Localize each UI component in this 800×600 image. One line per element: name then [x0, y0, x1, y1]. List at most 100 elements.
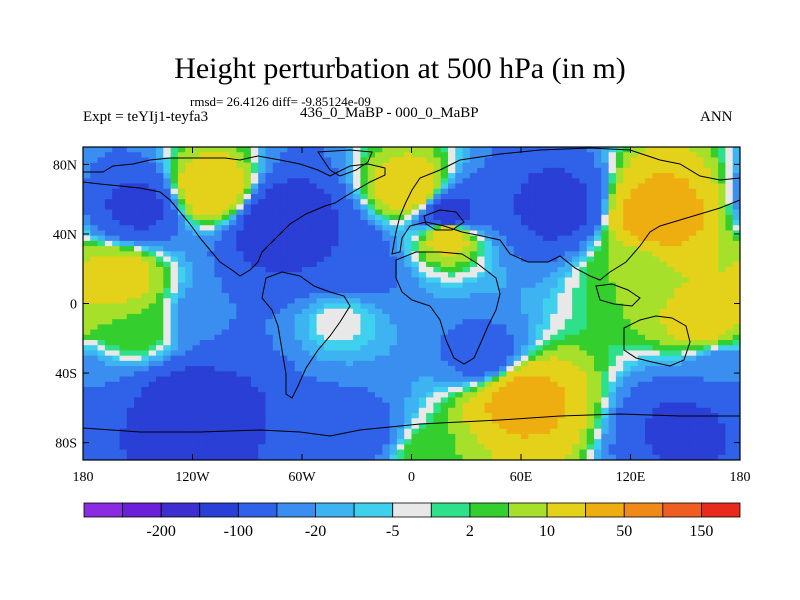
field-cell [703, 298, 712, 305]
field-cell [499, 214, 507, 221]
field-cell [703, 287, 712, 294]
field-cell [426, 261, 434, 268]
field-cell [659, 355, 668, 362]
field-cell [221, 282, 230, 289]
field-cell [236, 350, 245, 357]
field-cell [586, 152, 595, 159]
field-cell [725, 235, 734, 242]
field-cell [112, 251, 121, 258]
field-cell [703, 209, 712, 216]
field-cell [126, 329, 135, 336]
field-cell [382, 407, 391, 414]
field-cell [360, 402, 369, 409]
field-cell [550, 240, 559, 247]
field-cell [229, 334, 237, 341]
field-cell [199, 188, 208, 195]
field-cell [250, 418, 259, 425]
field-cell [703, 235, 712, 242]
field-cell [542, 204, 551, 211]
field-cell [579, 392, 588, 398]
field-cell [396, 397, 405, 404]
field-cell [703, 199, 712, 205]
field-cell [411, 162, 420, 169]
field-cell [214, 386, 223, 393]
field-cell [236, 193, 245, 200]
field-cell [250, 178, 259, 185]
field-cell [572, 157, 580, 164]
field-cell [557, 381, 566, 388]
field-cell [375, 413, 383, 419]
field-cell [674, 277, 683, 284]
field-cell [207, 220, 215, 226]
field-cell [535, 214, 544, 221]
field-cell [623, 350, 632, 357]
field-cell [433, 298, 442, 305]
field-cell [287, 167, 296, 174]
field-cell [411, 350, 420, 357]
field-cell [732, 334, 740, 341]
field-cell [667, 381, 675, 388]
field-cell [645, 152, 653, 159]
field-cell [637, 199, 646, 205]
field-cell [469, 199, 478, 205]
field-cell [294, 340, 303, 346]
field-cell [265, 157, 274, 164]
field-cell [280, 313, 288, 320]
field-cell [309, 345, 318, 352]
field-cell [396, 157, 405, 164]
field-cell [615, 162, 624, 169]
field-cell [177, 293, 186, 299]
field-cell [681, 340, 690, 346]
field-cell [418, 173, 427, 179]
field-cell [170, 214, 179, 221]
field-cell [83, 340, 91, 346]
field-cell [579, 240, 588, 247]
field-cell [528, 392, 537, 398]
field-cell [185, 371, 194, 378]
field-cell [542, 235, 551, 242]
field-cell [725, 428, 734, 435]
field-cell [104, 423, 113, 430]
field-cell [97, 220, 106, 226]
field-cell [243, 230, 252, 237]
field-cell [367, 199, 376, 205]
field-cell [134, 313, 142, 320]
field-cell [688, 162, 697, 169]
field-cell [681, 188, 690, 195]
field-cell [112, 360, 121, 367]
field-cell [199, 193, 208, 200]
field-cell [652, 298, 661, 305]
field-cell [396, 402, 405, 409]
field-cell [396, 334, 405, 341]
field-cell [323, 266, 332, 273]
field-cell [469, 340, 478, 346]
field-cell [156, 204, 164, 211]
field-cell [229, 204, 237, 211]
field-cell [316, 360, 325, 367]
field-cell [331, 261, 340, 268]
field-cell [148, 266, 157, 273]
field-cell [375, 313, 383, 320]
field-cell [185, 188, 194, 195]
field-cell [104, 256, 113, 263]
field-cell [623, 220, 632, 226]
field-cell [491, 209, 500, 216]
field-cell [221, 152, 230, 159]
field-cell [426, 313, 434, 320]
field-cell [659, 240, 668, 247]
field-cell [353, 188, 361, 195]
field-cell [564, 366, 573, 372]
field-cell [623, 381, 632, 388]
field-cell [667, 324, 675, 331]
field-cell [250, 225, 259, 232]
field-cell [265, 209, 274, 216]
field-cell [440, 418, 449, 425]
field-cell [550, 381, 559, 388]
field-cell [586, 376, 595, 383]
field-cell [594, 402, 602, 409]
field-cell [163, 188, 172, 195]
field-cell [338, 303, 347, 310]
field-cell [199, 313, 208, 320]
field-cell [148, 162, 157, 169]
field-cell [192, 423, 201, 430]
